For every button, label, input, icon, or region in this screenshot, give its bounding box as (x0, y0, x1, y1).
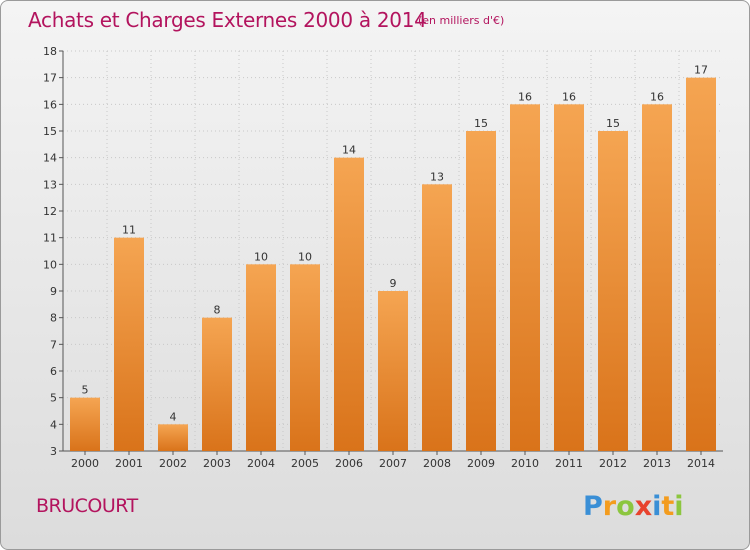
value-label: 14 (342, 144, 356, 157)
svg-text:Proxiti: Proxiti (583, 491, 684, 522)
proxiti-logo: Proxiti (583, 491, 684, 522)
value-label: 11 (122, 224, 136, 237)
value-label: 10 (298, 250, 312, 263)
x-tick-label: 2000 (71, 457, 99, 470)
bar (158, 424, 188, 451)
value-label: 8 (214, 304, 221, 317)
y-tick-label: 3 (50, 445, 57, 458)
y-tick-label: 17 (43, 72, 57, 85)
value-label: 17 (694, 64, 708, 77)
y-tick-label: 15 (43, 125, 57, 138)
y-tick-label: 18 (43, 45, 57, 58)
bar (202, 317, 232, 451)
x-tick-label: 2002 (159, 457, 187, 470)
value-label: 4 (170, 410, 177, 423)
x-tick-label: 2004 (247, 457, 275, 470)
y-tick-label: 12 (43, 205, 57, 218)
bar (598, 131, 628, 451)
x-tick-label: 2009 (467, 457, 495, 470)
value-labels: 5 11 4 8 10 10 14 9 13 15 16 16 15 16 17 (82, 64, 709, 424)
value-label: 15 (606, 117, 620, 130)
bar (422, 184, 452, 452)
y-tick-label: 14 (43, 152, 57, 165)
bar (378, 291, 408, 451)
grid-lines (63, 50, 723, 451)
bar (466, 131, 496, 451)
x-tick-label: 2013 (643, 457, 671, 470)
bar (290, 264, 320, 451)
bar (642, 104, 672, 451)
y-tick-label: 9 (50, 285, 57, 298)
x-tick-label: 2008 (423, 457, 451, 470)
y-tick-label: 16 (43, 98, 57, 111)
x-tick-label: 2001 (115, 457, 143, 470)
x-tick-label: 2012 (599, 457, 627, 470)
bar (334, 157, 364, 451)
y-tick-label: 11 (43, 232, 57, 245)
y-tick-label: 5 (50, 392, 57, 405)
y-tick-label: 13 (43, 178, 57, 191)
y-tick-label: 6 (50, 365, 57, 378)
x-tick-label: 2010 (511, 457, 539, 470)
value-label: 16 (518, 90, 532, 103)
chart-unit: (en milliers d'€) (418, 14, 505, 27)
value-label: 13 (430, 170, 444, 183)
chart-title: Achats et Charges Externes 2000 à 2014 (28, 8, 427, 32)
value-label: 15 (474, 117, 488, 130)
value-label: 16 (562, 90, 576, 103)
bar (510, 104, 540, 451)
y-tick-label: 7 (50, 338, 57, 351)
bar (554, 104, 584, 451)
y-tick-label: 4 (50, 418, 57, 431)
commune-name: BRUCOURT (36, 495, 138, 517)
value-label: 5 (82, 384, 89, 397)
x-tick-label: 2007 (379, 457, 407, 470)
bars (70, 77, 716, 452)
x-tick-label: 2003 (203, 457, 231, 470)
y-tick-label: 10 (43, 258, 57, 271)
x-tick-label: 2011 (555, 457, 583, 470)
value-label: 9 (390, 277, 397, 290)
x-tick-label: 2005 (291, 457, 319, 470)
x-tick-label: 2014 (687, 457, 715, 470)
value-label: 16 (650, 90, 664, 103)
y-tick-label: 8 (50, 312, 57, 325)
axes: 3 4 5 6 7 8 9 10 11 12 13 14 15 16 17 18 2000 2001 2002 200… (43, 45, 723, 470)
bar (686, 77, 716, 452)
bar (246, 264, 276, 451)
bar (70, 397, 100, 451)
value-label: 10 (254, 250, 268, 263)
x-tick-label: 2006 (335, 457, 363, 470)
bar (114, 237, 144, 451)
